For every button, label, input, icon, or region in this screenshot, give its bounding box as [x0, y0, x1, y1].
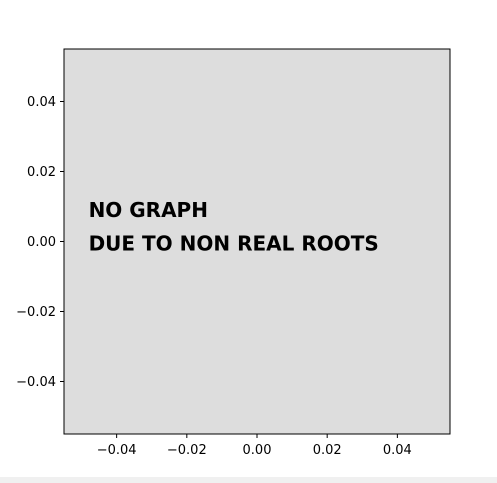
- no-graph-message: NO GRAPH DUE TO NON REAL ROOTS: [89, 198, 379, 255]
- x-tick-label: 0.00: [243, 443, 272, 458]
- y-tick-label: −0.02: [16, 305, 56, 320]
- y-tick-label: 0.00: [27, 235, 56, 250]
- message-line: DUE TO NON REAL ROOTS: [89, 231, 379, 255]
- y-tick-label: 0.04: [27, 95, 56, 110]
- message-line: NO GRAPH: [89, 198, 208, 222]
- y-tick-label: 0.02: [27, 165, 56, 180]
- y-tick-label: −0.04: [16, 375, 56, 390]
- x-tick-label: 0.04: [383, 443, 412, 458]
- x-tick-label: −0.02: [167, 443, 207, 458]
- y-axis: −0.04 −0.02 0.00 0.02 0.04: [16, 95, 64, 390]
- bottom-strip: [0, 477, 497, 483]
- x-tick-label: 0.02: [313, 443, 342, 458]
- x-tick-label: −0.04: [97, 443, 137, 458]
- x-axis: −0.04 −0.02 0.00 0.02 0.04: [97, 434, 412, 458]
- plot-area: [63, 48, 451, 435]
